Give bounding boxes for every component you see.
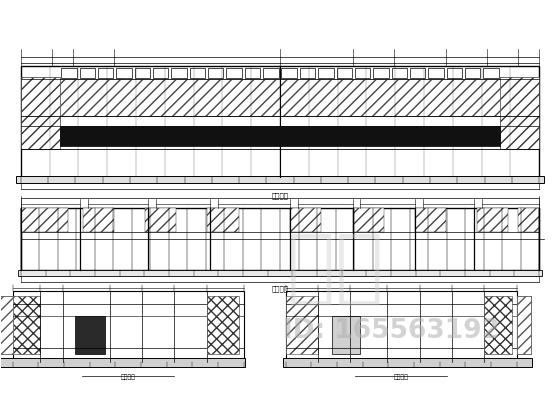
Bar bbox=[17, 270, 543, 276]
Bar bbox=[75, 316, 105, 354]
Bar bbox=[208, 68, 223, 78]
Bar bbox=[21, 66, 539, 177]
Bar bbox=[145, 208, 176, 232]
Text: ID: 165563192: ID: 165563192 bbox=[283, 318, 500, 344]
Bar bbox=[80, 68, 95, 78]
Bar bbox=[283, 358, 532, 368]
Bar bbox=[98, 68, 113, 78]
Bar bbox=[300, 68, 315, 78]
Bar bbox=[134, 68, 150, 78]
Bar bbox=[373, 68, 389, 78]
Bar bbox=[153, 68, 169, 78]
Bar bbox=[12, 296, 40, 354]
Bar bbox=[16, 176, 544, 183]
Bar bbox=[337, 68, 352, 78]
Bar bbox=[207, 208, 239, 232]
Text: 右立面图: 右立面图 bbox=[394, 375, 409, 381]
Bar bbox=[410, 68, 426, 78]
Bar bbox=[61, 68, 77, 78]
Bar bbox=[465, 68, 480, 78]
Bar bbox=[171, 68, 187, 78]
Bar bbox=[60, 126, 500, 146]
Bar bbox=[286, 291, 517, 362]
Bar bbox=[332, 316, 360, 354]
Bar bbox=[0, 296, 12, 354]
Text: 知床: 知床 bbox=[287, 229, 384, 307]
Bar bbox=[12, 291, 244, 362]
Bar bbox=[428, 68, 444, 78]
Bar bbox=[21, 208, 68, 232]
Bar bbox=[519, 208, 539, 232]
Text: 背立面图: 背立面图 bbox=[272, 285, 288, 292]
Bar bbox=[483, 68, 499, 78]
Bar bbox=[245, 68, 260, 78]
Bar bbox=[517, 296, 531, 354]
Bar bbox=[21, 208, 539, 270]
Bar bbox=[291, 208, 321, 232]
Text: 正立面图: 正立面图 bbox=[272, 192, 288, 199]
Bar bbox=[83, 208, 114, 232]
Bar bbox=[500, 77, 539, 149]
Bar bbox=[190, 68, 205, 78]
Bar bbox=[415, 208, 446, 232]
Bar bbox=[391, 68, 407, 78]
Bar bbox=[0, 296, 12, 354]
Bar bbox=[21, 77, 60, 149]
Bar bbox=[447, 68, 462, 78]
Bar bbox=[477, 208, 508, 232]
Bar bbox=[353, 208, 384, 232]
Bar bbox=[355, 68, 370, 78]
Bar bbox=[0, 358, 245, 368]
Bar bbox=[282, 68, 297, 78]
Bar bbox=[318, 68, 334, 78]
Bar bbox=[116, 68, 132, 78]
Bar bbox=[263, 68, 278, 78]
Text: 左立面图: 左立面图 bbox=[120, 375, 136, 381]
Bar bbox=[60, 79, 500, 116]
Bar bbox=[484, 296, 512, 354]
Bar bbox=[226, 68, 242, 78]
Bar bbox=[517, 296, 531, 354]
Bar bbox=[286, 296, 318, 354]
Bar bbox=[207, 296, 239, 354]
